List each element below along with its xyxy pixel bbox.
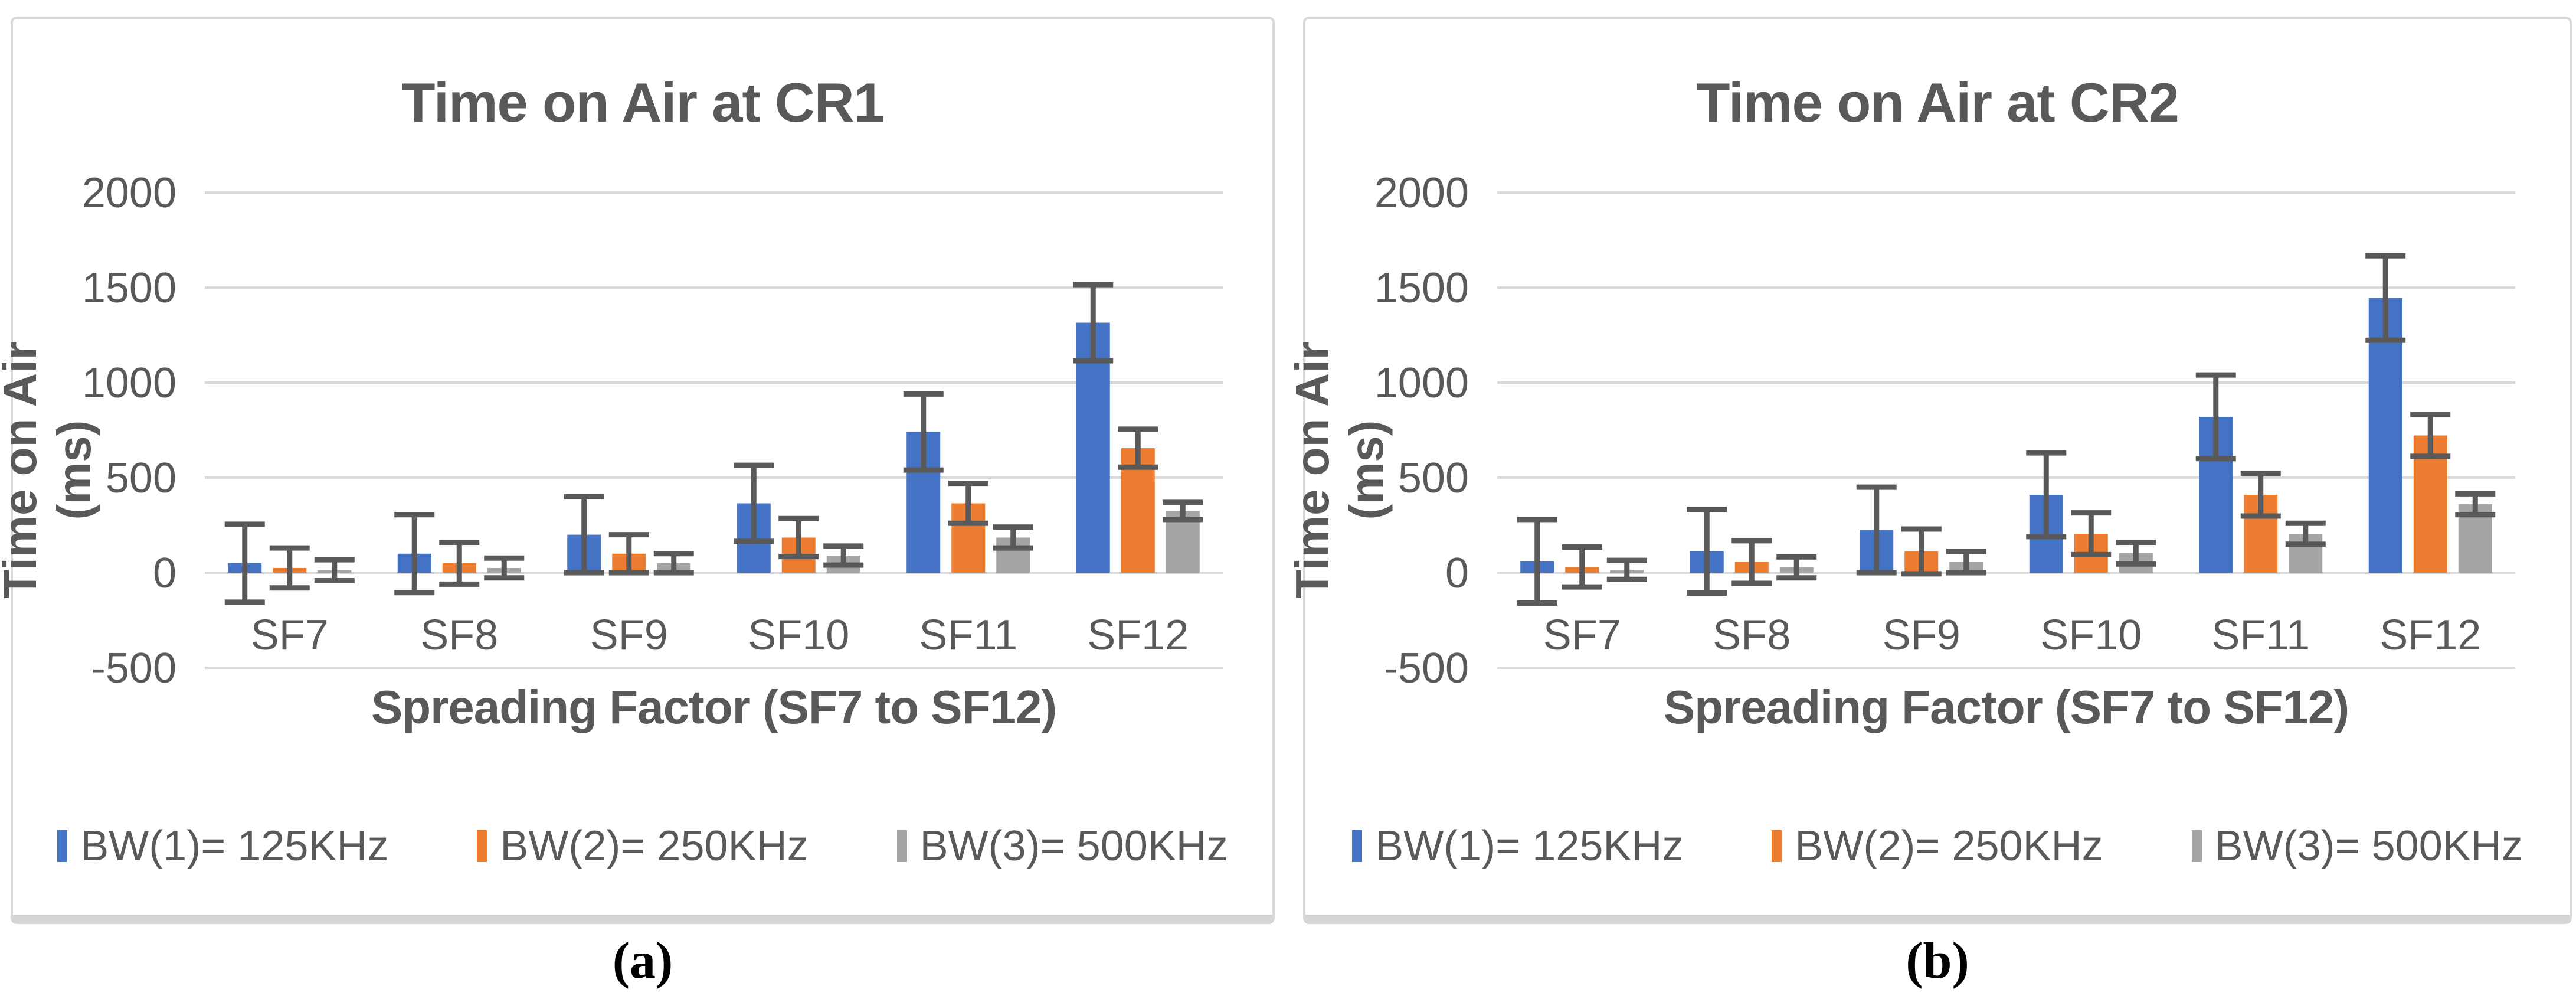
legend-label: BW(2)= 250KHz bbox=[500, 822, 809, 870]
legend-swatch-500khz bbox=[2191, 830, 2202, 862]
legend-cr2: BW(1)= 125KHz BW(2)= 250KHz BW(3)= 500KH… bbox=[1305, 822, 2570, 870]
legend-label: BW(3)= 500KHz bbox=[919, 822, 1228, 870]
y-tick-label: -500 bbox=[1384, 645, 1469, 692]
bar bbox=[2368, 298, 2402, 573]
y-tick-label: 1500 bbox=[1374, 265, 1469, 312]
x-category-label: SF11 bbox=[919, 612, 1017, 659]
y-tick-label: 2000 bbox=[82, 169, 176, 217]
plot-area-cr2: 2000 1500 1000 500 0 -500 SF7 SF8 SF9 SF10 SF11 SF1… bbox=[1374, 169, 2515, 692]
legend-swatch-125khz bbox=[57, 830, 68, 862]
x-category-label: SF11 bbox=[2211, 612, 2310, 659]
x-axis-title-cr2: Spreading Factor (SF7 to SF12) bbox=[1663, 681, 2349, 733]
legend-item: BW(3)= 500KHz bbox=[896, 822, 1228, 870]
chart-title-cr1: Time on Air at CR1 bbox=[401, 71, 885, 133]
x-category-label: SF9 bbox=[1883, 612, 1960, 659]
legend-swatch-125khz bbox=[1352, 830, 1363, 862]
legend-label: BW(2)= 250KHz bbox=[1795, 822, 2103, 870]
x-category-label: SF10 bbox=[748, 612, 849, 659]
legend-cr1: BW(1)= 125KHz BW(2)= 250KHz BW(3)= 500KH… bbox=[13, 822, 1272, 870]
plot-area-cr1: 2000 1500 1000 500 0 -500 SF7 SF8 SF9 SF10 SF11 SF1… bbox=[82, 169, 1223, 692]
legend-label: BW(3)= 500KHz bbox=[2214, 822, 2523, 870]
legend-item: BW(1)= 125KHz bbox=[1352, 822, 1683, 870]
x-category-label: SF10 bbox=[2040, 612, 2142, 659]
x-category-label: SF8 bbox=[420, 612, 498, 659]
legend-swatch-250khz bbox=[1772, 830, 1782, 862]
legend-item: BW(3)= 500KHz bbox=[2191, 822, 2523, 870]
y-tick-label: 500 bbox=[106, 455, 176, 502]
chart-title-cr2: Time on Air at CR2 bbox=[1696, 71, 2179, 133]
legend-item: BW(2)= 250KHz bbox=[1772, 822, 2103, 870]
x-category-label: SF12 bbox=[1087, 612, 1189, 659]
y-tick-label: 1500 bbox=[82, 265, 176, 312]
legend-item: BW(2)= 250KHz bbox=[477, 822, 809, 870]
x-axis-title-cr1: Spreading Factor (SF7 to SF12) bbox=[371, 681, 1057, 733]
caption-b: (b) bbox=[1906, 932, 1969, 990]
x-category-label: SF7 bbox=[251, 612, 329, 659]
caption-a: (a) bbox=[612, 932, 673, 990]
legend-label: BW(1)= 125KHz bbox=[1375, 822, 1684, 870]
y-tick-label: 0 bbox=[1445, 550, 1469, 597]
y-tick-label: -500 bbox=[91, 645, 176, 692]
y-tick-label: 0 bbox=[153, 550, 176, 597]
x-category-label: SF7 bbox=[1543, 612, 1621, 659]
x-category-label: SF8 bbox=[1713, 612, 1791, 659]
y-tick-label: 1000 bbox=[1374, 360, 1469, 407]
x-category-label: SF12 bbox=[2379, 612, 2481, 659]
y-tick-label: 1000 bbox=[82, 360, 176, 407]
bar bbox=[1076, 322, 1110, 573]
legend-swatch-500khz bbox=[896, 830, 907, 862]
chart-panel-cr2: Time on Air at CR2 Time on Air (ms) 2000… bbox=[1286, 17, 2572, 924]
legend-label: BW(1)= 125KHz bbox=[80, 822, 389, 870]
y-tick-label: 2000 bbox=[1374, 169, 1469, 217]
legend-item: BW(1)= 125KHz bbox=[57, 822, 388, 870]
legend-swatch-250khz bbox=[477, 830, 487, 862]
x-category-label: SF9 bbox=[590, 612, 668, 659]
y-tick-label: 500 bbox=[1398, 455, 1469, 502]
chart-panel-cr1: Time on Air at CR1 Time on Air (ms) 2000… bbox=[0, 17, 1275, 924]
